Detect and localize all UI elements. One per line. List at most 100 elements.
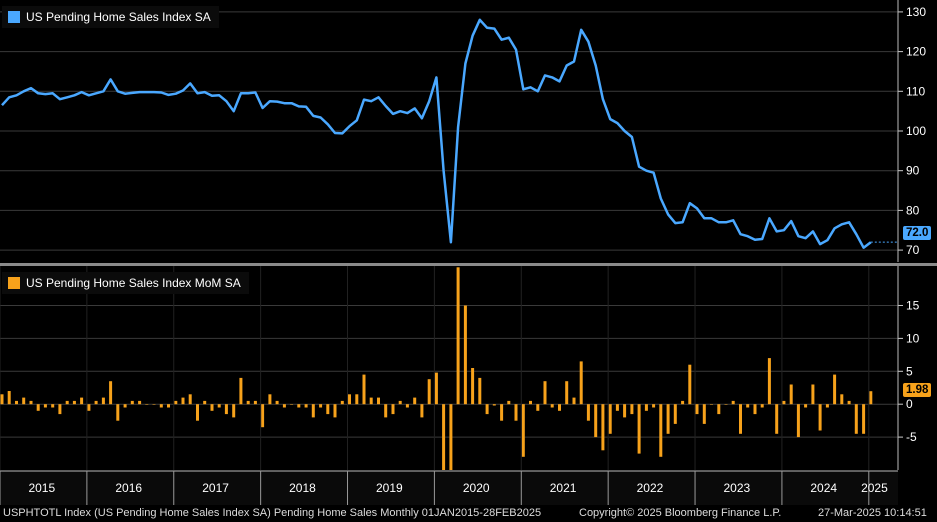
mom-bar [167,404,170,408]
mom-bar [377,397,380,405]
mom-bar [362,374,366,405]
top-panel-legend: US Pending Home Sales Index SA [2,6,219,28]
mom-bar [297,404,301,408]
mom-bar [572,397,576,405]
panel-separator [0,263,937,266]
mom-bar [623,404,627,418]
mom-bar [500,404,504,421]
mom-bar [420,404,424,418]
mom-bar [253,400,257,405]
mom-bar [702,404,706,424]
mom-bar [51,404,55,408]
mom-bar [565,381,569,405]
mom-bar [833,374,837,405]
x-year-label: 2024 [810,481,837,495]
top-y-tick-label: 130 [906,5,926,19]
mom-bar [384,404,388,418]
top-y-tick-label: 100 [906,124,926,138]
mom-bar [608,404,612,434]
mom-bar [442,404,446,470]
mom-bar [789,384,793,405]
mom-bar [232,404,236,418]
mom-bar [0,394,4,405]
mom-bar [246,400,250,405]
mom-bar [311,404,315,418]
mom-bar [746,404,750,408]
mom-bar [666,404,670,434]
mom-bar [717,404,721,415]
mom-bar [521,404,525,457]
mom-bar [456,267,460,405]
mom-bar [333,404,337,418]
mom-bar [775,404,779,434]
mom-bar [188,394,192,405]
mom-bar [138,400,142,405]
mom-bar [224,404,228,415]
mom-bar [637,404,641,454]
mom-bar [174,400,178,405]
mom-bar [319,404,323,408]
mom-bar [116,404,120,421]
top-y-tick-label: 90 [906,164,920,178]
mom-bar [196,404,199,421]
mom-bar [731,400,735,405]
bottom-panel-legend: US Pending Home Sales Index MoM SA [2,272,249,294]
mom-bar [130,400,134,405]
mom-bar [80,397,84,405]
x-year-label: 2015 [28,481,55,495]
mom-bar [673,404,677,424]
mom-bar [282,404,286,408]
mom-bar [644,404,648,411]
top-last-value-tag: 72.0 [903,226,932,240]
bottom-y-tick-label: 15 [906,298,920,312]
mom-bar [391,404,395,415]
mom-bar [811,384,815,405]
mom-bar [767,358,771,405]
mom-bar [579,361,583,405]
top-y-tick-label: 80 [906,203,920,217]
mom-bar [529,400,532,405]
mom-bar [58,404,62,415]
x-year-label: 2016 [115,481,142,495]
mom-bar [463,305,467,405]
mom-bar [514,404,518,421]
mom-bar [29,400,33,405]
mom-bar [536,404,540,411]
mom-bar [348,394,351,405]
mom-bar [507,400,511,405]
mom-bar [159,404,163,408]
mom-bar [804,404,808,408]
mom-bar [659,404,663,457]
mom-bar [862,404,866,434]
mom-bar [65,400,69,405]
footer-copyright: Copyright© 2025 Bloomberg Finance L.P. [579,507,782,519]
pending-home-sales-index-line [1,18,872,249]
top-y-tick-label: 110 [906,84,925,98]
mom-bar [15,400,18,405]
mom-bar [87,404,91,411]
mom-bar [869,391,873,405]
mom-bar [22,397,26,405]
mom-bar [550,404,554,408]
mom-bar [7,391,11,405]
mom-bar [326,404,330,415]
mom-bar [847,400,851,405]
mom-bar [36,404,40,411]
mom-bar [217,404,221,408]
mom-bar [818,404,822,431]
mom-bar [840,394,844,405]
bottom-legend-label: US Pending Home Sales Index MoM SA [26,276,241,290]
mom-bar [413,397,417,405]
mom-bar [753,404,757,415]
mom-bar [427,379,431,405]
mom-bar [825,404,829,408]
mom-bar [630,404,634,415]
bottom-y-tick-label: -5 [906,430,917,444]
mom-bar [471,368,475,405]
mom-bar [181,397,185,405]
mom-bar [615,404,619,411]
mom-bar [290,404,294,405]
mom-bar [275,400,279,405]
x-year-label: 2022 [637,481,664,495]
